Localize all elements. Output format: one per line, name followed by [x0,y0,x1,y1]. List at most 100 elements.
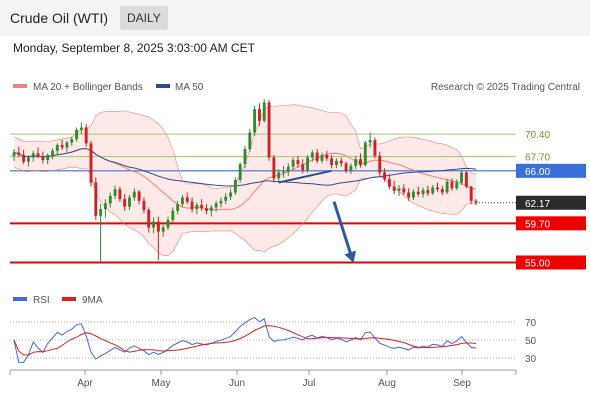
source-credit: Research © 2025 Trading Central [431,82,580,93]
chart-header: Crude Oil (WTI) DAILY [0,0,590,36]
instrument-title: Crude Oil (WTI) [10,10,108,26]
candle [79,122,83,135]
candle [233,177,237,195]
candle [31,150,35,162]
candle [118,186,122,202]
candle [243,145,247,169]
ma50-legend-swatch [156,84,170,88]
candle [334,158,338,169]
candle [214,200,218,212]
candle [147,207,151,233]
candlesticks [12,99,478,263]
candle [445,179,449,195]
candle [286,163,290,176]
rsi-tick-label: 30 [525,354,537,365]
rsi-ma-legend-label: 9MA [82,295,103,306]
candle [51,148,54,160]
candle [84,124,88,147]
candle [436,182,439,192]
candle [156,216,160,260]
candle [320,152,324,164]
candle [474,199,478,205]
support-label-box [516,255,586,270]
candle [416,186,420,197]
candle [464,170,468,189]
candle [209,205,213,217]
candle [272,155,276,183]
candle [387,174,391,190]
candle [282,165,285,178]
candle [368,132,372,148]
candle [339,157,343,167]
support-label: 59.70 [525,219,550,230]
candle [137,190,141,205]
candle [190,197,194,213]
level-labels: 70.40 67.70 66.00 62.17 59.70 55.00 [516,130,586,270]
candle [41,151,45,164]
candle [128,195,131,210]
candle [378,151,382,176]
x-tick-label: Apr [77,378,93,389]
x-tick-label: May [152,378,171,389]
candle [359,153,362,168]
candle [36,147,40,159]
rsi-legend-swatch [13,297,27,301]
candle [373,137,377,159]
candle [248,129,252,152]
resistance-label: 67.70 [525,153,550,164]
candle [195,202,199,215]
candle [411,189,415,200]
candle [238,162,242,183]
bollinger-band-area [14,104,476,256]
candle [296,155,300,168]
candle [253,105,257,136]
candle [363,140,367,167]
candle [421,187,425,198]
candle [205,204,208,215]
candle [108,192,112,208]
candle [450,178,454,191]
ma20-legend-label: MA 20 + Bollinger Bands [33,82,143,93]
candle [349,163,353,175]
candle [407,188,411,201]
candle [185,192,189,205]
candle [301,159,305,174]
annotations [278,169,356,263]
candle [315,149,319,164]
candle [455,179,459,190]
bollinger-bands [14,104,476,256]
candle [325,150,329,161]
pivot-label-box [516,163,586,178]
candle [257,103,261,126]
candle [113,185,117,200]
candle [171,207,175,223]
candle [224,193,228,205]
candle [277,169,281,182]
last-price-box [516,195,586,210]
ma50-legend-label: MA 50 [175,82,204,93]
candle [392,180,396,195]
candle [460,170,464,185]
candle [26,155,30,167]
candle [200,199,204,211]
forecast-arrow-head [344,250,356,263]
candle [152,217,156,234]
last-price-label: 62.17 [525,199,550,210]
candle [330,155,334,169]
x-tick-label: Jul [303,378,316,389]
report-datetime: Monday, September 8, 2025 3:03:00 AM CET [13,41,255,55]
candle [180,195,184,207]
candle [12,149,16,161]
x-axis: Apr May Jun Jul Aug Sep [9,370,517,389]
candle [426,185,430,196]
candle [402,184,406,195]
candle [219,197,223,208]
support-label-box [516,216,586,231]
candle [142,197,146,214]
timeframe-button[interactable]: DAILY [120,6,168,30]
candle [94,177,98,220]
candle [306,155,310,173]
candle [397,185,401,196]
candle [65,140,69,152]
candle [103,199,107,218]
